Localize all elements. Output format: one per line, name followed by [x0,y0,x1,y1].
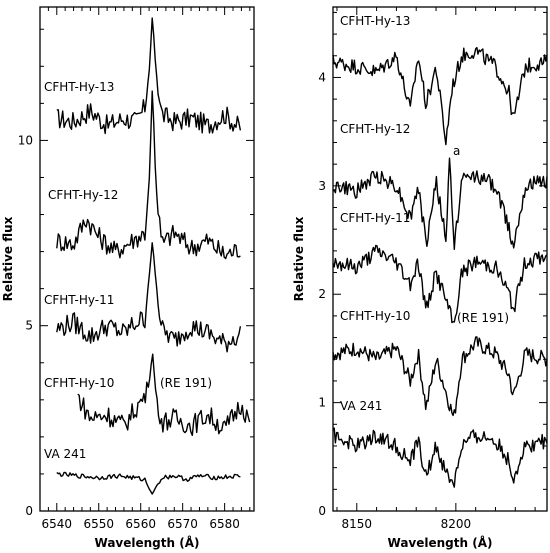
y-tick-label: 0 [318,504,326,518]
spectrum-line-cfht-hy-12 [56,90,241,260]
spectrum-line-cfht-hy-12 [332,157,548,251]
left-label-cfht-hy-12: CFHT-Hy-12 [48,188,118,202]
right-label-a: a [453,144,460,158]
x-tick-label: 6560 [125,517,156,531]
right-panel-nai: 8150 8200 0 1 2 3 4 Wavelength (Å) Relative fl… [292,6,548,550]
x-tick-label: 6550 [83,517,114,531]
left-label-re191: (RE 191) [160,376,212,390]
x-tick-label: 6580 [209,517,240,531]
left-label-cfht-hy-13: CFHT-Hy-13 [44,80,114,94]
right-label-cfht-hy-10: CFHT-Hy-10 [340,309,410,323]
spectrum-line-cfht-hy-10 [77,353,251,436]
x-tick-label: 6540 [42,517,73,531]
spectrum-line-cfht-hy-13 [56,17,242,135]
left-x-axis-label: Wavelength (Å) [95,535,200,550]
left-label-va241: VA 241 [44,447,86,461]
spectrum-line-va-241 [56,471,241,495]
left-y-axis-label: Relative flux [1,216,15,301]
spectrum-line-cfht-hy-11 [332,244,548,324]
left-label-cfht-hy-10: CFHT-Hy-10 [44,376,114,390]
right-label-re191: (RE 191) [457,311,509,325]
y-tick-label: 5 [25,319,33,333]
y-tick-label: 4 [318,70,326,84]
spectrum-line-cfht-hy-13 [332,46,548,146]
right-label-cfht-hy-11: CFHT-Hy-11 [340,211,410,225]
spectrum-line-va-241 [332,427,548,488]
y-tick-label: 3 [318,179,326,193]
right-label-cfht-hy-12: CFHT-Hy-12 [340,122,410,136]
spectrum-line-cfht-hy-10 [332,336,548,417]
y-tick-label: 0 [25,504,33,518]
right-y-axis-label: Relative flux [292,216,306,301]
right-label-va241: VA 241 [340,399,382,413]
right-plot-frame [332,6,548,512]
y-tick-label: 10 [18,133,33,147]
x-tick-label: 8150 [342,517,373,531]
right-x-axis-label: Wavelength (Å) [388,535,493,550]
x-tick-label: 6570 [167,517,198,531]
left-plot-frame [39,6,255,512]
left-label-cfht-hy-11: CFHT-Hy-11 [44,293,114,307]
x-tick-label: 8200 [441,517,472,531]
y-tick-label: 1 [318,396,326,410]
y-tick-label: 2 [318,287,326,301]
right-label-cfht-hy-13: CFHT-Hy-13 [340,14,410,28]
spectrum-line-cfht-hy-11 [56,242,242,353]
